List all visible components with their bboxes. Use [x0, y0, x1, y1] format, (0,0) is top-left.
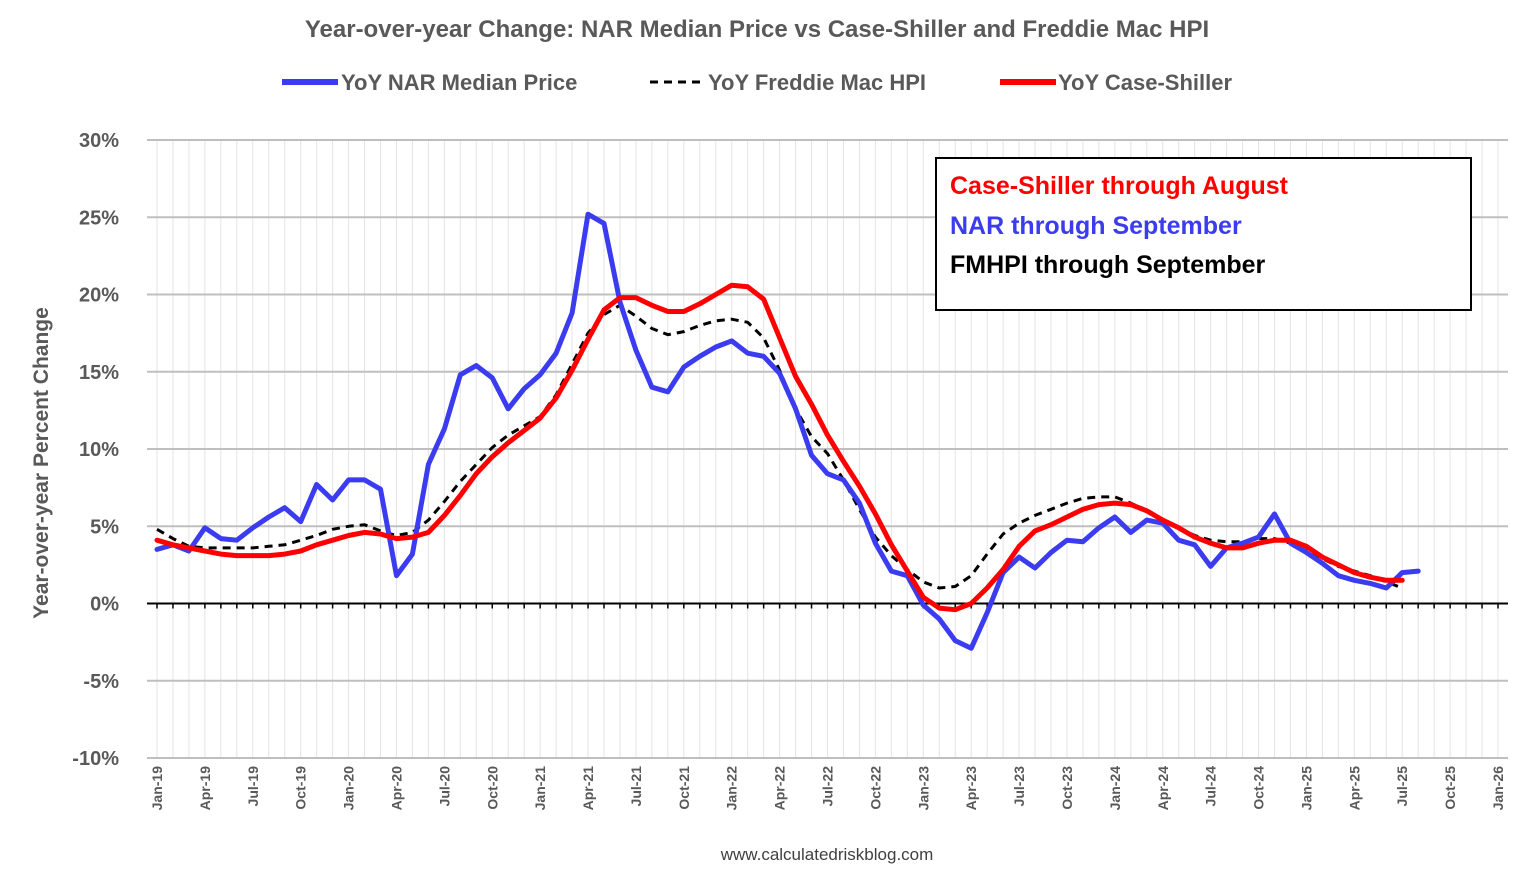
- x-tick-label: Jan-23: [915, 766, 931, 811]
- x-tick-label: Apr-20: [388, 766, 404, 811]
- x-tick-label: Apr-24: [1155, 766, 1171, 811]
- x-tick-label: Oct-23: [1059, 766, 1075, 810]
- annotation-fmhpi: FMHPI through September: [950, 251, 1266, 279]
- x-tick-label: Jan-19: [149, 766, 165, 811]
- legend-label-case-shiller: YoY Case-Shiller: [1058, 70, 1232, 95]
- y-tick-label: 10%: [79, 439, 119, 461]
- x-tick-label: Apr-21: [580, 766, 596, 811]
- series-line-nar: [154, 211, 1421, 651]
- x-tick-label: Jul-24: [1203, 766, 1219, 807]
- x-tick-label: Jan-25: [1298, 766, 1314, 811]
- x-tick-label: Oct-19: [293, 766, 309, 810]
- x-tick-label: Apr-19: [197, 766, 213, 811]
- legend-label-nar: YoY NAR Median Price: [341, 70, 577, 95]
- annotation-nar: NAR through September: [950, 212, 1242, 240]
- annotation-case-shiller: Case-Shiller through August: [950, 172, 1289, 200]
- x-tick-label: Jul-22: [820, 766, 836, 807]
- x-tick-label: Oct-24: [1251, 766, 1267, 810]
- y-tick-label: 20%: [79, 285, 119, 307]
- x-tick-label: Oct-22: [867, 766, 883, 810]
- x-tick-label: Oct-25: [1442, 766, 1458, 810]
- x-tick-label: Jan-20: [341, 766, 357, 811]
- series-layer: [154, 211, 1421, 651]
- x-tick-label: Jul-20: [436, 766, 452, 807]
- x-tick-label: Oct-21: [676, 766, 692, 810]
- y-tick-label: 15%: [79, 362, 119, 384]
- x-tick-label: Jul-21: [628, 766, 644, 807]
- y-axis-tick-labels: -10% -5% 0% 5% 10% 15% 20% 25% 30%: [72, 130, 119, 770]
- x-tick-label: Jul-25: [1394, 766, 1410, 807]
- x-tick-label: Apr-22: [772, 766, 788, 811]
- y-tick-label: 0%: [90, 594, 119, 616]
- x-tick-label: Jul-19: [245, 766, 261, 807]
- annotation-box: Case-Shiller through August NAR through …: [935, 157, 1472, 311]
- x-tick-label: Jan-22: [724, 766, 740, 811]
- x-tick-label: Jul-23: [1011, 766, 1027, 807]
- x-tick-label: Jan-24: [1107, 766, 1123, 811]
- y-tick-label: 5%: [90, 516, 119, 538]
- x-tick-label: Apr-25: [1346, 766, 1362, 811]
- y-tick-label: 30%: [79, 130, 119, 152]
- legend-label-freddie: YoY Freddie Mac HPI: [708, 70, 926, 95]
- legend: YoY NAR Median Price YoY Freddie Mac HPI…: [282, 70, 1232, 95]
- annotation-frame: [935, 157, 1472, 311]
- y-tick-label: -5%: [83, 671, 119, 693]
- y-tick-label: -10%: [72, 748, 119, 770]
- x-tick-label: Jan-26: [1490, 766, 1506, 811]
- series-line-case-shiller: [154, 282, 1405, 613]
- x-tick-label: Oct-20: [484, 766, 500, 810]
- x-tick-label: Jan-21: [532, 766, 548, 811]
- x-axis-tick-labels: Jan-19 Apr-19 Jul-19 Oct-19 Jan-20 Apr-20 Jul-…: [149, 603, 1506, 811]
- y-tick-label: 25%: [79, 207, 119, 229]
- x-tick-label: Apr-23: [963, 766, 979, 811]
- chart-title: Year-over-year Change: NAR Median Price …: [305, 16, 1209, 43]
- y-axis-title: Year-over-year Percent Change: [30, 307, 53, 619]
- source-credit: www.calculatedriskblog.com: [720, 845, 934, 864]
